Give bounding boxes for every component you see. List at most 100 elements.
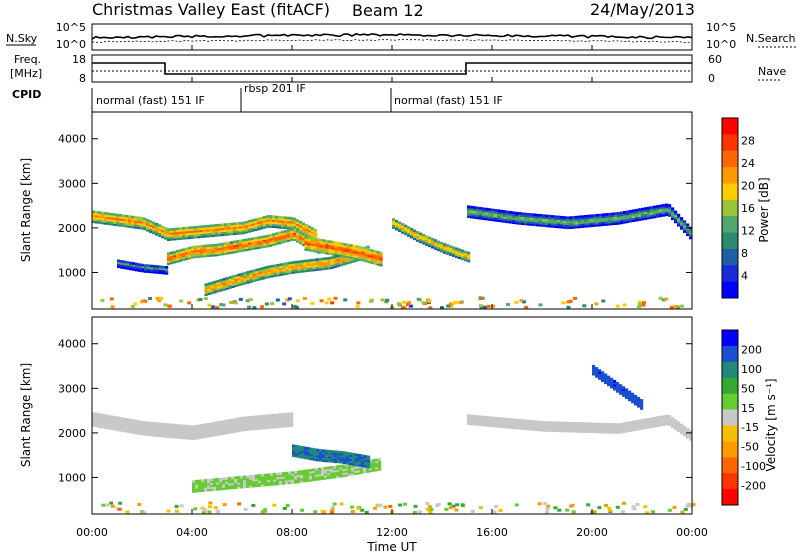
power-cell-band-2: [285, 266, 289, 269]
velocity-cell-band-3: [647, 422, 651, 425]
power-cell-band-0: [275, 221, 279, 225]
velocity-cell-band-0: [164, 427, 168, 430]
power-cell-band-1: [167, 252, 171, 255]
velocity-cell-band-1: [375, 460, 379, 464]
power-cell-band-2: [258, 269, 262, 273]
velocity-cell-band-3: [605, 424, 609, 428]
velocity-cell-band-3: [680, 431, 684, 435]
power-cell-band-1: [257, 240, 261, 243]
power-cell-band-0: [266, 221, 270, 224]
power-cell-band-0: [167, 234, 171, 237]
power-cell-band-1: [254, 246, 258, 250]
power-cell-band-0: [197, 229, 201, 233]
power-cell-band-0: [182, 229, 186, 232]
power-cell-band-5: [620, 221, 624, 225]
power-cell-band-0: [149, 222, 153, 225]
velocity-cell-band-3: [533, 428, 537, 431]
power-cell-band-2: [330, 266, 334, 269]
velocity-cell-band-3: [572, 430, 576, 433]
power-cell-band-3: [319, 250, 323, 254]
velocity-cell-band-3: [569, 423, 573, 427]
power-cell-band-1: [236, 246, 240, 249]
power-cell-band-2: [294, 270, 298, 274]
velocity-cell-band-3: [572, 426, 576, 429]
power-cell-band-2: [285, 264, 289, 267]
power-cell-band-5: [653, 215, 657, 219]
power-cell-band-5: [680, 217, 684, 220]
velocity-cell-band-1: [198, 487, 202, 491]
velocity-cell-band-3: [482, 415, 486, 419]
power-cell-band-3: [361, 258, 365, 262]
velocity-cell-band-0: [140, 428, 144, 432]
velocity-cell-band-4: [622, 386, 626, 389]
velocity-cell-band-1: [273, 474, 277, 478]
power-cell-band-0: [110, 214, 114, 218]
power-cell-band-1: [200, 247, 204, 250]
velocity-near-range-cell: [686, 502, 691, 506]
power-cell-band-2: [270, 268, 274, 272]
power-cell-band-5: [659, 208, 663, 212]
velocity-cell-band-3: [620, 430, 624, 434]
power-cell-band-2: [312, 260, 316, 264]
power-near-range-cell: [538, 303, 543, 307]
power-cell-band-2: [318, 264, 322, 267]
power-cell-band-1: [182, 256, 186, 259]
velocity-cell-band-3: [536, 426, 540, 430]
power-cell-band-2: [279, 273, 283, 276]
power-cell-band-5: [665, 203, 669, 207]
power-cell-band-1: [272, 243, 276, 246]
power-cell-band-3: [316, 240, 320, 243]
velocity-cell-band-3: [635, 422, 639, 425]
velocity-cell-band-0: [236, 421, 240, 425]
power-cell-band-0: [233, 230, 237, 234]
velocity-cell-band-0: [140, 422, 144, 426]
power-near-range-cell: [615, 304, 620, 308]
power-cell-band-1: [248, 242, 252, 245]
velocity-cell-band-0: [290, 414, 294, 417]
velocity-cell-band-2: [358, 456, 362, 459]
power-cell-band-6: [147, 270, 151, 273]
power-cell-band-3: [364, 257, 368, 261]
power-cell-band-5: [572, 222, 576, 225]
velocity-colorbar-tick: 200: [741, 343, 762, 356]
power-cell-band-6: [141, 267, 145, 271]
power-cell-band-3: [310, 249, 314, 252]
velocity-cell-band-1: [348, 469, 352, 473]
velocity-cell-band-3: [557, 423, 561, 427]
power-cell-band-5: [641, 209, 645, 213]
velocity-cell-band-3: [680, 427, 684, 431]
power-cell-band-2: [249, 278, 253, 281]
velocity-cell-band-1: [192, 486, 196, 489]
velocity-cell-band-3: [539, 424, 543, 428]
velocity-cell-band-2: [352, 454, 356, 458]
power-cell-band-5: [605, 217, 609, 220]
power-cell-band-6: [165, 270, 169, 273]
velocity-cell-band-1: [366, 468, 370, 471]
velocity-cell-band-3: [575, 426, 579, 429]
velocity-cell-band-0: [104, 414, 108, 417]
power-cell-band-0: [272, 221, 276, 224]
velocity-cell-band-3: [671, 417, 675, 420]
velocity-near-range-cell: [494, 504, 499, 508]
velocity-near-range-cell: [320, 509, 325, 513]
power-colorbar-swatch: [722, 265, 738, 283]
velocity-y-tick-label: 1000: [58, 471, 86, 484]
power-cell-band-4: [446, 244, 450, 247]
velocity-cell-band-0: [284, 424, 288, 428]
velocity-cell-band-3: [596, 430, 600, 434]
power-cell-band-5: [467, 213, 471, 216]
velocity-cell-band-3: [485, 418, 489, 421]
power-cell-band-2: [276, 269, 280, 273]
velocity-cell-band-0: [149, 433, 153, 437]
velocity-cell-band-3: [629, 427, 633, 430]
power-cell-band-1: [218, 251, 222, 254]
velocity-cell-band-3: [485, 416, 489, 419]
power-cell-band-2: [297, 268, 301, 272]
power-cell-band-0: [203, 231, 207, 234]
velocity-cell-band-3: [611, 423, 615, 426]
power-cell-band-2: [213, 280, 217, 284]
velocity-cell-band-1: [279, 480, 283, 483]
power-cell-band-1: [239, 239, 243, 243]
power-cell-band-4: [401, 225, 405, 228]
